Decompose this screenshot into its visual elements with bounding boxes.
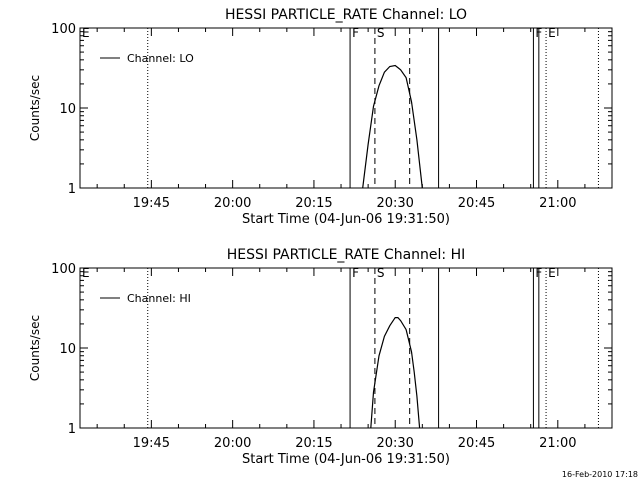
event-marker-label: S bbox=[377, 266, 385, 280]
x-tick-label: 20:00 bbox=[214, 196, 251, 211]
date-stamp: 16-Feb-2010 17:18 bbox=[561, 470, 638, 479]
x-tick-label: 21:00 bbox=[539, 436, 576, 451]
series-line bbox=[370, 317, 421, 429]
y-tick-label: 100 bbox=[51, 262, 76, 277]
x-tick-label: 21:00 bbox=[539, 196, 576, 211]
y-axis-label: Counts/sec bbox=[28, 315, 42, 381]
event-marker-label: F bbox=[352, 26, 359, 40]
y-tick-label: 1 bbox=[68, 422, 76, 437]
legend-label: Channel: HI bbox=[127, 292, 191, 305]
event-marker-label: E bbox=[82, 266, 90, 280]
legend-label: Channel: LO bbox=[127, 52, 194, 65]
chart-panel-2: HESSI PARTICLE_RATE Channel: HI 1 10 100 Cou… bbox=[28, 247, 613, 467]
event-marker-label: E bbox=[548, 26, 556, 40]
chart-panel-1: HESSI PARTICLE_RATE Channel: LO 1 10 100 Cou… bbox=[28, 7, 613, 227]
chart-title: HESSI PARTICLE_RATE Channel: HI bbox=[227, 247, 465, 263]
x-tick-label: 20:00 bbox=[214, 436, 251, 451]
x-tick-label: 20:45 bbox=[458, 436, 495, 451]
y-axis-label: Counts/sec bbox=[28, 75, 42, 141]
x-axis-label: Start Time (04-Jun-06 19:31:50) bbox=[242, 212, 450, 227]
x-tick-label: 19:45 bbox=[133, 196, 170, 211]
x-axis-label: Start Time (04-Jun-06 19:31:50) bbox=[242, 452, 450, 467]
y-tick-label: 1 bbox=[68, 182, 76, 197]
x-tick-label: 20:15 bbox=[295, 196, 332, 211]
x-tick-label: 20:15 bbox=[295, 436, 332, 451]
event-marker-label: E bbox=[82, 26, 90, 40]
y-tick-label: 10 bbox=[59, 102, 76, 117]
y-tick-label: 100 bbox=[51, 22, 76, 37]
chart-title: HESSI PARTICLE_RATE Channel: LO bbox=[225, 7, 467, 23]
event-marker-label: E bbox=[548, 266, 556, 280]
x-tick-label: 19:45 bbox=[133, 436, 170, 451]
event-marker-label: S bbox=[377, 26, 385, 40]
x-tick-label: 20:30 bbox=[376, 436, 413, 451]
x-tick-label: 20:30 bbox=[376, 196, 413, 211]
y-tick-label: 10 bbox=[59, 342, 76, 357]
series-line bbox=[362, 64, 423, 189]
event-marker-label: F bbox=[352, 266, 359, 280]
x-tick-label: 20:45 bbox=[458, 196, 495, 211]
